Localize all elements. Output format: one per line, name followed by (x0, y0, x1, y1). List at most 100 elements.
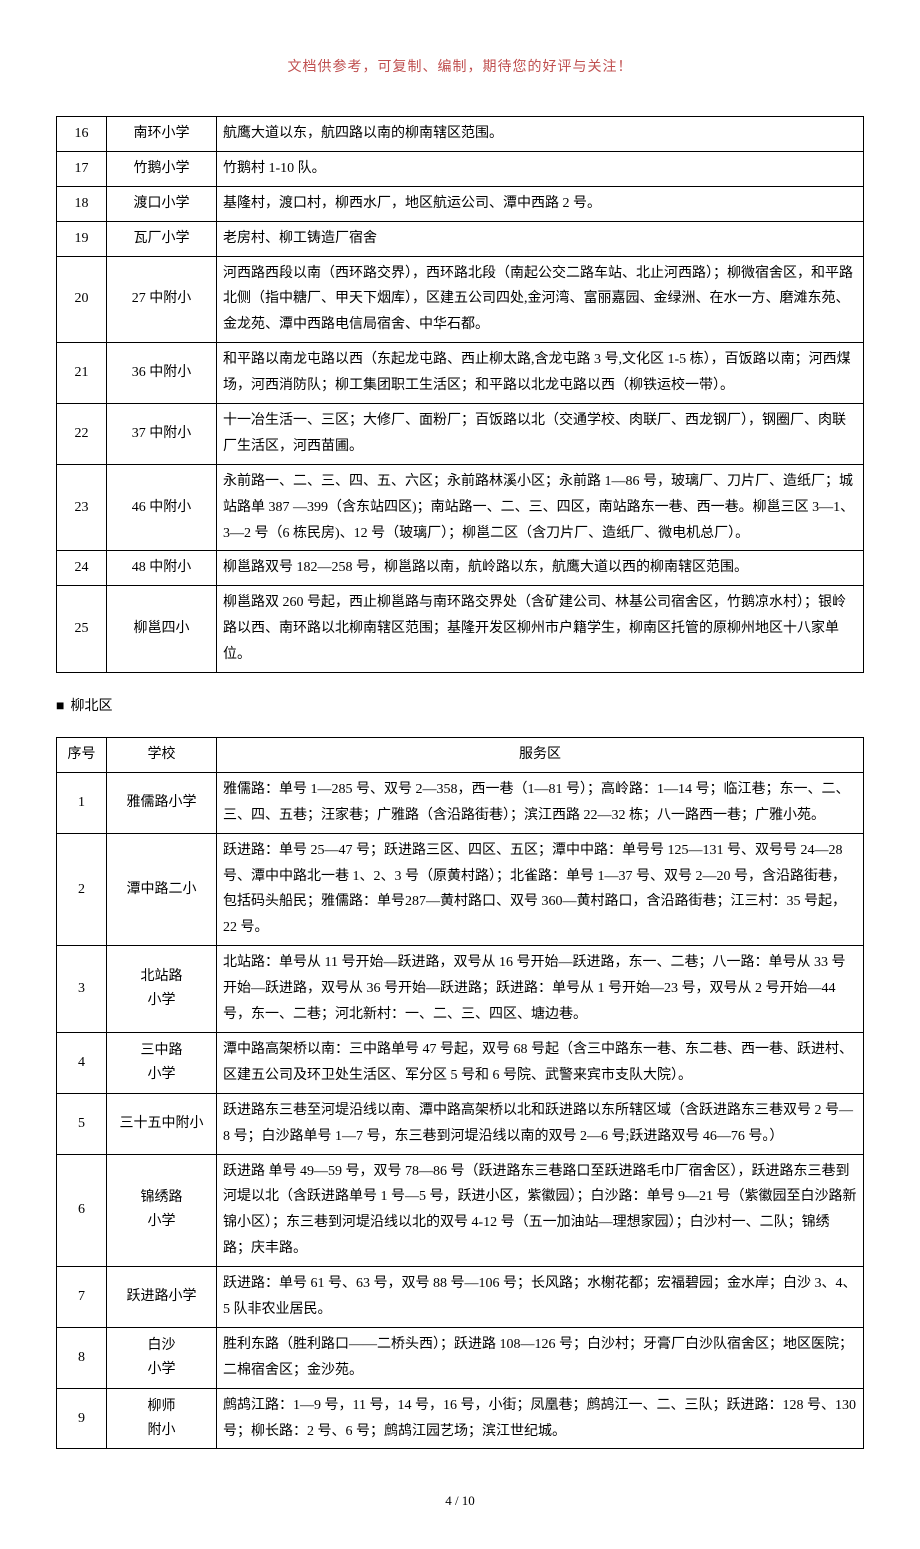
header-school: 学校 (107, 738, 217, 773)
school-line1: 白沙 (113, 1334, 210, 1358)
table-row: 3 北站路 小学 北站路：单号从 11 号开始—跃进路，双号从 16 号开始—跃… (57, 946, 864, 1033)
cell-desc: 雅儒路：单号 1—285 号、双号 2—358，西一巷（1—81 号）；高岭路：… (217, 772, 864, 833)
table-row: 16 南环小学 航鹰大道以东，航四路以南的柳南辖区范围。 (57, 117, 864, 152)
table-row: 25 柳邕四小 柳邕路双 260 号起，西止柳邕路与南环路交界处（含矿建公司、林… (57, 586, 864, 673)
cell-school: 渡口小学 (107, 186, 217, 221)
cell-desc: 竹鹅村 1-10 队。 (217, 151, 864, 186)
cell-num: 17 (57, 151, 107, 186)
cell-desc: 跃进路：单号 25—47 号；跃进路三区、四区、五区；潭中中路：单号号 125—… (217, 833, 864, 946)
cell-num: 2 (57, 833, 107, 946)
table-row: 19 瓦厂小学 老房村、柳工铸造厂宿舍 (57, 221, 864, 256)
table-liunan-continued: 16 南环小学 航鹰大道以东，航四路以南的柳南辖区范围。 17 竹鹅小学 竹鹅村… (56, 116, 864, 673)
cell-desc: 基隆村，渡口村，柳西水厂，地区航运公司、潭中西路 2 号。 (217, 186, 864, 221)
table-liubei-body: 1 雅儒路小学 雅儒路：单号 1—285 号、双号 2—358，西一巷（1—81… (57, 772, 864, 1448)
cell-num: 18 (57, 186, 107, 221)
table-row: 8 白沙 小学 胜利东路（胜利路口——二桥头西）；跃进路 108—126 号；白… (57, 1327, 864, 1388)
table-row: 21 36 中附小 和平路以南龙屯路以西（东起龙屯路、西止柳太路,含龙屯路 3 … (57, 343, 864, 404)
cell-school: 北站路 小学 (107, 946, 217, 1033)
cell-num: 20 (57, 256, 107, 343)
cell-num: 25 (57, 586, 107, 673)
header-num: 序号 (57, 738, 107, 773)
cell-school: 柳师 附小 (107, 1388, 217, 1449)
table-row: 17 竹鹅小学 竹鹅村 1-10 队。 (57, 151, 864, 186)
cell-num: 3 (57, 946, 107, 1033)
cell-num: 8 (57, 1327, 107, 1388)
school-line1: 柳师 (113, 1395, 210, 1419)
cell-desc: 十一冶生活一、三区；大修厂、面粉厂；百饭路以北（交通学校、肉联厂、西龙钢厂），钢… (217, 404, 864, 465)
table-liubei: 序号 学校 服务区 1 雅儒路小学 雅儒路：单号 1—285 号、双号 2—35… (56, 737, 864, 1449)
cell-school: 三中路 小学 (107, 1032, 217, 1093)
cell-num: 9 (57, 1388, 107, 1449)
cell-num: 1 (57, 772, 107, 833)
table-row: 2 潭中路二小 跃进路：单号 25—47 号；跃进路三区、四区、五区；潭中中路：… (57, 833, 864, 946)
cell-num: 6 (57, 1154, 107, 1267)
cell-num: 23 (57, 464, 107, 551)
school-line2: 附小 (113, 1419, 210, 1443)
table-row: 1 雅儒路小学 雅儒路：单号 1—285 号、双号 2—358，西一巷（1—81… (57, 772, 864, 833)
cell-school: 48 中附小 (107, 551, 217, 586)
school-line1: 北站路 (113, 965, 210, 989)
school-line2: 小学 (113, 1063, 210, 1087)
cell-school: 竹鹅小学 (107, 151, 217, 186)
header-desc: 服务区 (217, 738, 864, 773)
table-row: 20 27 中附小 河西路西段以南（西环路交界），西环路北段（南起公交二路车站、… (57, 256, 864, 343)
section-title-liubei: ■ 柳北区 (56, 695, 864, 715)
page-number-footer: 4 / 10 (56, 1493, 864, 1509)
cell-num: 5 (57, 1093, 107, 1154)
cell-desc: 和平路以南龙屯路以西（东起龙屯路、西止柳太路,含龙屯路 3 号,文化区 1-5 … (217, 343, 864, 404)
cell-num: 7 (57, 1267, 107, 1328)
cell-school: 27 中附小 (107, 256, 217, 343)
cell-desc: 北站路：单号从 11 号开始—跃进路，双号从 16 号开始—跃进路，东一、二巷；… (217, 946, 864, 1033)
cell-school: 46 中附小 (107, 464, 217, 551)
table-row: 18 渡口小学 基隆村，渡口村，柳西水厂，地区航运公司、潭中西路 2 号。 (57, 186, 864, 221)
table-header-row: 序号 学校 服务区 (57, 738, 864, 773)
cell-desc: 老房村、柳工铸造厂宿舍 (217, 221, 864, 256)
bullet-icon: ■ (56, 699, 64, 714)
cell-desc: 跃进路：单号 61 号、63 号，双号 88 号—106 号；长风路；水榭花都；… (217, 1267, 864, 1328)
school-line2: 小学 (113, 1358, 210, 1382)
cell-num: 21 (57, 343, 107, 404)
cell-desc: 航鹰大道以东，航四路以南的柳南辖区范围。 (217, 117, 864, 152)
cell-desc: 柳邕路双号 182—258 号，柳邕路以南，航岭路以东，航鹰大道以西的柳南辖区范… (217, 551, 864, 586)
cell-school: 南环小学 (107, 117, 217, 152)
school-line2: 小学 (113, 989, 210, 1013)
cell-school: 雅儒路小学 (107, 772, 217, 833)
cell-school: 锦绣路 小学 (107, 1154, 217, 1267)
cell-desc: 跃进路 单号 49—59 号，双号 78—86 号（跃进路东三巷路口至跃进路毛巾… (217, 1154, 864, 1267)
cell-desc: 河西路西段以南（西环路交界），西环路北段（南起公交二路车站、北止河西路）；柳微宿… (217, 256, 864, 343)
table-row: 9 柳师 附小 鹧鸪江路：1—9 号，11 号，14 号，16 号，小街；凤凰巷… (57, 1388, 864, 1449)
cell-num: 16 (57, 117, 107, 152)
cell-school: 潭中路二小 (107, 833, 217, 946)
cell-num: 22 (57, 404, 107, 465)
table-row: 22 37 中附小 十一冶生活一、三区；大修厂、面粉厂；百饭路以北（交通学校、肉… (57, 404, 864, 465)
table-row: 4 三中路 小学 潭中路高架桥以南：三中路单号 47 号起，双号 68 号起（含… (57, 1032, 864, 1093)
school-line1: 锦绣路 (113, 1186, 210, 1210)
cell-num: 24 (57, 551, 107, 586)
table-row: 5 三十五中附小 跃进路东三巷至河堤沿线以南、潭中路高架桥以北和跃进路以东所辖区… (57, 1093, 864, 1154)
school-line1: 三中路 (113, 1039, 210, 1063)
cell-desc: 潭中路高架桥以南：三中路单号 47 号起，双号 68 号起（含三中路东一巷、东二… (217, 1032, 864, 1093)
section-title-text: 柳北区 (70, 699, 112, 714)
cell-school: 瓦厂小学 (107, 221, 217, 256)
cell-school: 36 中附小 (107, 343, 217, 404)
cell-desc: 柳邕路双 260 号起，西止柳邕路与南环路交界处（含矿建公司、林基公司宿舍区，竹… (217, 586, 864, 673)
school-line2: 小学 (113, 1210, 210, 1234)
cell-school: 37 中附小 (107, 404, 217, 465)
cell-num: 4 (57, 1032, 107, 1093)
cell-desc: 跃进路东三巷至河堤沿线以南、潭中路高架桥以北和跃进路以东所辖区域（含跃进路东三巷… (217, 1093, 864, 1154)
table-row: 23 46 中附小 永前路一、二、三、四、五、六区；永前路林溪小区；永前路 1—… (57, 464, 864, 551)
cell-school: 跃进路小学 (107, 1267, 217, 1328)
cell-school: 白沙 小学 (107, 1327, 217, 1388)
table-liubei-head: 序号 学校 服务区 (57, 738, 864, 773)
document-header-notice: 文档供参考，可复制、编制，期待您的好评与关注！ (56, 56, 864, 76)
table-row: 24 48 中附小 柳邕路双号 182—258 号，柳邕路以南，航岭路以东，航鹰… (57, 551, 864, 586)
table-liunan-body: 16 南环小学 航鹰大道以东，航四路以南的柳南辖区范围。 17 竹鹅小学 竹鹅村… (57, 117, 864, 673)
cell-school: 柳邕四小 (107, 586, 217, 673)
cell-school: 三十五中附小 (107, 1093, 217, 1154)
cell-desc: 永前路一、二、三、四、五、六区；永前路林溪小区；永前路 1—86 号，玻璃厂、刀… (217, 464, 864, 551)
cell-desc: 鹧鸪江路：1—9 号，11 号，14 号，16 号，小街；凤凰巷；鹧鸪江一、二、… (217, 1388, 864, 1449)
cell-desc: 胜利东路（胜利路口——二桥头西）；跃进路 108—126 号；白沙村；牙膏厂白沙… (217, 1327, 864, 1388)
cell-num: 19 (57, 221, 107, 256)
table-row: 7 跃进路小学 跃进路：单号 61 号、63 号，双号 88 号—106 号；长… (57, 1267, 864, 1328)
table-row: 6 锦绣路 小学 跃进路 单号 49—59 号，双号 78—86 号（跃进路东三… (57, 1154, 864, 1267)
